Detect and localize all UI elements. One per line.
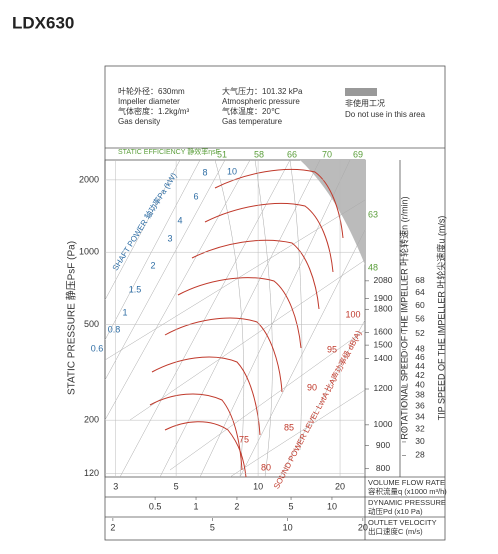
efficiency-label: 66 bbox=[287, 149, 297, 159]
speed-tick-label: 1800 bbox=[374, 304, 393, 314]
tip-tick-label: 48 bbox=[415, 344, 425, 354]
tip-tick-label: 38 bbox=[415, 390, 425, 400]
power-label: 1 bbox=[122, 307, 127, 317]
dp-tick-label: 5 bbox=[289, 501, 294, 511]
efficiency-label: 69 bbox=[353, 149, 363, 159]
speed-tick-label: 2080 bbox=[374, 275, 393, 285]
plot-frame bbox=[104, 159, 366, 478]
sound-title: SOUND POWER LEVEL LwtA 比A声功率级 dB(A) bbox=[271, 328, 364, 490]
speed-axis-title: ROTATIONAL SPEED OF THE IMPELLER 叶轮转速n (… bbox=[398, 196, 409, 439]
outer-frame bbox=[104, 65, 446, 541]
x-tick-label: 5 bbox=[174, 481, 179, 491]
tip-tick-label: 44 bbox=[415, 361, 425, 371]
tip-tick-label: 32 bbox=[415, 423, 425, 433]
speed-tick-label: 1600 bbox=[374, 327, 393, 337]
x-axis-title: VOLUME FLOW RATE bbox=[368, 478, 445, 487]
sound-label: 80 bbox=[261, 462, 271, 472]
y-tick-label: 1000 bbox=[79, 247, 99, 257]
velocity-title: 出口速度C (m/s) bbox=[368, 526, 423, 536]
dp-title: 动压Pd (x10 Pa) bbox=[368, 506, 423, 516]
power-label: 0.6 bbox=[91, 343, 104, 353]
guide-lines bbox=[104, 159, 366, 478]
info: Impeller diameter bbox=[118, 97, 180, 106]
tip-tick-label: 68 bbox=[415, 275, 425, 285]
info: 非使用工况 bbox=[345, 98, 385, 108]
tip-tick-label: 36 bbox=[415, 400, 425, 410]
dp-tick-label: 2 bbox=[234, 501, 239, 511]
speed-tick-label: 800 bbox=[376, 463, 390, 473]
info: 叶轮外径：630mm bbox=[118, 86, 185, 96]
sound-label: 100 bbox=[345, 309, 360, 319]
y-axis-title: STATIC PRESSURE 静压PsF (Pa) bbox=[65, 241, 78, 395]
power-label: 3 bbox=[167, 233, 172, 243]
power-label: 4 bbox=[177, 215, 182, 225]
y-tick-label: 2000 bbox=[79, 174, 99, 184]
x-tick-label: 20 bbox=[335, 481, 345, 491]
tip-tick-label: 42 bbox=[415, 370, 425, 380]
velocity-tick-label: 20 bbox=[358, 522, 368, 532]
dp-title: DYNAMIC PRESSURE bbox=[368, 498, 446, 507]
tip-tick-label: 30 bbox=[415, 436, 425, 446]
y-tick-label: 500 bbox=[84, 319, 99, 329]
restricted-swatch bbox=[345, 88, 377, 96]
power-label: 0.8 bbox=[108, 324, 121, 334]
speed-tick-label: 900 bbox=[376, 440, 390, 450]
tip-tick-label: 60 bbox=[415, 300, 425, 310]
info: 大气压力：101.32 kPa bbox=[222, 86, 303, 96]
tip-tick-label: 56 bbox=[415, 313, 425, 323]
tip-tick-label: 34 bbox=[415, 412, 425, 422]
tip-tick-label: 64 bbox=[415, 287, 425, 297]
efficiency-label: 70 bbox=[322, 149, 332, 159]
sound-label: 90 bbox=[307, 382, 317, 392]
efficiency-label: 51 bbox=[217, 149, 227, 159]
x-tick-label: 10 bbox=[253, 481, 263, 491]
sound-label: 85 bbox=[284, 422, 294, 432]
y-tick-label: 200 bbox=[84, 415, 99, 425]
velocity-title: OUTLET VELOCITY bbox=[368, 518, 437, 527]
dp-tick-label: 1 bbox=[194, 501, 199, 511]
velocity-tick-label: 10 bbox=[283, 522, 293, 532]
efficiency-title: STATIC EFFICIENCY 静效率ηsF bbox=[118, 147, 220, 156]
sound-label: 75 bbox=[239, 434, 249, 444]
dp-tick-label: 10 bbox=[327, 501, 337, 511]
info: Gas temperature bbox=[222, 117, 283, 126]
x-tick-label: 3 bbox=[113, 481, 118, 491]
info: Gas density bbox=[118, 117, 160, 126]
efficiency-label: 58 bbox=[254, 149, 264, 159]
power-label: 6 bbox=[193, 191, 198, 201]
chart-title: LDX630 bbox=[12, 13, 74, 32]
info: Atmospheric pressure bbox=[222, 97, 300, 106]
sound-label: 95 bbox=[327, 344, 337, 354]
x-axis-title: 容积流量q (x1000 m³/h) bbox=[368, 486, 447, 496]
speed-tick-label: 1000 bbox=[374, 419, 393, 429]
speed-tick-label: 1500 bbox=[374, 339, 393, 349]
tip-tick-label: 28 bbox=[415, 450, 425, 460]
restricted-area bbox=[300, 160, 365, 265]
power-label: 1.5 bbox=[129, 284, 142, 294]
tip-axis-title: TIP SPEED OF THE IMPELLER 叶轮尖速度u (m/s) bbox=[435, 216, 446, 421]
speed-tick-label: 1400 bbox=[374, 353, 393, 363]
velocity-tick-label: 2 bbox=[110, 522, 115, 532]
info: 气体密度：1.2kg/m³ bbox=[118, 106, 189, 116]
efficiency-label: 63 bbox=[368, 209, 378, 219]
dp-tick-label: 0.5 bbox=[149, 501, 162, 511]
speed-tick-label: 1900 bbox=[374, 293, 393, 303]
power-label: 10 bbox=[227, 166, 237, 176]
power-label: 8 bbox=[202, 167, 207, 177]
tip-tick-label: 52 bbox=[415, 328, 425, 338]
tip-tick-label: 46 bbox=[415, 352, 425, 362]
tip-tick-label: 40 bbox=[415, 380, 425, 390]
speed-tick-label: 1200 bbox=[374, 383, 393, 393]
fan-curves bbox=[149, 168, 344, 478]
velocity-tick-label: 5 bbox=[210, 522, 215, 532]
info: 气体温度：20℃ bbox=[222, 106, 280, 116]
efficiency-label: 48 bbox=[368, 262, 378, 272]
y-tick-label: 120 bbox=[84, 468, 99, 478]
info: Do not use in this area bbox=[345, 110, 426, 119]
power-label: 2 bbox=[150, 260, 155, 270]
power-title: SHAFT POWER 轴功率Pa (kW) bbox=[110, 170, 179, 272]
